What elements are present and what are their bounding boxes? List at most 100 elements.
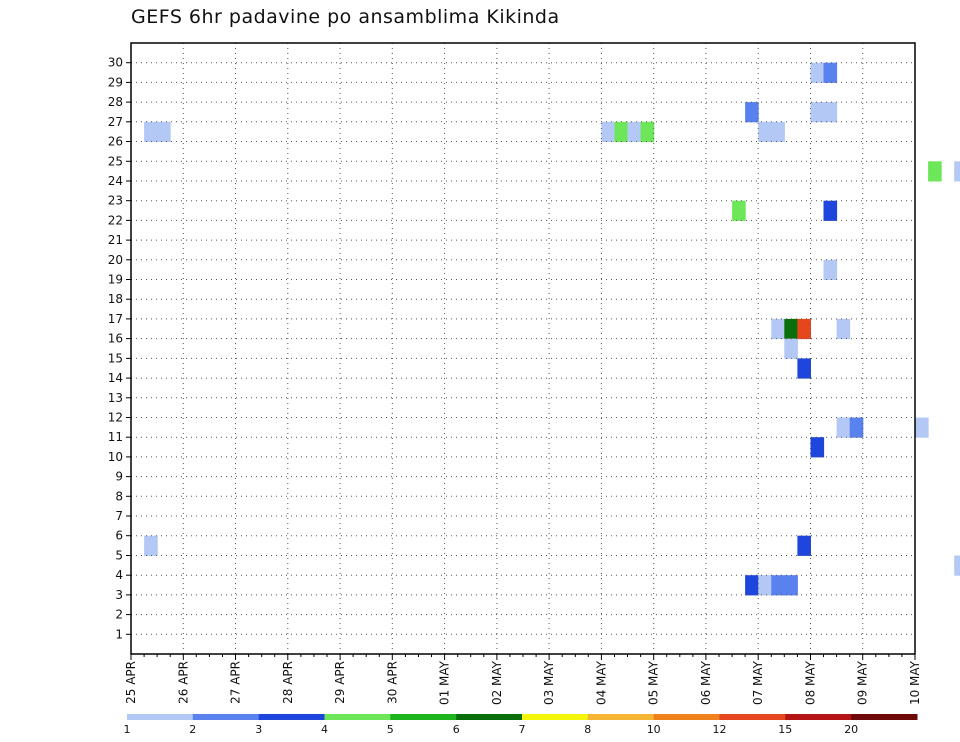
x-tick-label: 04 MAY xyxy=(594,660,608,705)
colorbar-swatch xyxy=(587,714,655,720)
colorbar-label: 1 xyxy=(124,723,131,736)
y-tick-label: 15 xyxy=(108,351,123,365)
heatmap-cell xyxy=(732,200,746,221)
chart-title: GEFS 6hr padavine po ansamblima Kikinda xyxy=(131,6,560,28)
heatmap-cell xyxy=(823,259,838,280)
heatmap-cell xyxy=(810,437,825,458)
heatmap-cell xyxy=(144,121,158,142)
heatmap-cell xyxy=(823,200,838,221)
heatmap-cell xyxy=(771,575,785,596)
colorbar-swatch xyxy=(324,714,391,720)
y-tick-label: 16 xyxy=(108,332,123,346)
y-tick-label: 14 xyxy=(108,371,123,385)
heatmap-cell xyxy=(797,358,811,379)
colorbar-label: 7 xyxy=(519,723,526,736)
colorbar-label: 4 xyxy=(321,723,328,736)
x-tick-label: 02 MAY xyxy=(490,660,504,705)
y-tick-label: 26 xyxy=(108,135,123,149)
heatmap-cell xyxy=(954,161,960,182)
colorbar-swatch xyxy=(785,714,852,720)
colorbar-swatch xyxy=(192,714,260,720)
heatmap-cell xyxy=(784,318,798,340)
colorbar-label: 2 xyxy=(189,723,196,736)
x-tick-label: 05 MAY xyxy=(647,660,661,705)
heatmap-cell xyxy=(784,338,798,359)
colorbar-swatch xyxy=(258,714,325,720)
colorbar-swatch xyxy=(719,714,786,720)
x-tick-label: 30 APR xyxy=(385,661,399,704)
heatmap-cell xyxy=(823,62,838,83)
heatmap-cell xyxy=(157,121,171,142)
y-tick-label: 7 xyxy=(115,509,123,523)
y-tick-label: 13 xyxy=(108,391,123,405)
colorbar-swatch xyxy=(456,714,523,720)
colorbar-label: 15 xyxy=(778,723,792,736)
heatmap-cell xyxy=(836,417,851,438)
y-tick-label: 22 xyxy=(108,213,123,227)
x-tick-label: 06 MAY xyxy=(699,660,713,705)
heatmap-cell xyxy=(758,121,772,142)
y-tick-label: 5 xyxy=(115,549,123,563)
heatmap-cell xyxy=(797,535,811,556)
colorbar-label: 6 xyxy=(453,723,460,736)
x-tick-label: 10 MAY xyxy=(908,660,922,705)
y-tick-label: 18 xyxy=(108,292,123,306)
colorbar-label: 20 xyxy=(844,723,858,736)
colorbar-swatch xyxy=(522,714,589,720)
x-tick-label: 01 MAY xyxy=(438,660,452,705)
y-tick-label: 29 xyxy=(108,75,123,89)
y-tick-label: 1 xyxy=(115,627,123,641)
heatmap-cell xyxy=(928,161,942,182)
colorbar-swatch xyxy=(390,714,457,720)
heatmap-cell xyxy=(810,102,825,123)
x-tick-label: 03 MAY xyxy=(542,660,556,705)
colorbar-swatch xyxy=(851,714,918,720)
plot-frame xyxy=(130,42,916,655)
heatmap-cell xyxy=(954,555,960,576)
heatmap-cell xyxy=(601,121,615,142)
y-tick-label: 21 xyxy=(108,233,123,247)
x-tick-label: 29 APR xyxy=(333,661,347,704)
y-tick-label: 11 xyxy=(108,430,123,444)
x-tick-label: 09 MAY xyxy=(856,660,870,705)
y-tick-label: 9 xyxy=(115,470,123,484)
x-tick-label: 07 MAY xyxy=(751,660,765,705)
colorbar-swatch xyxy=(653,714,720,720)
y-tick-label: 30 xyxy=(108,56,123,70)
y-tick-label: 17 xyxy=(108,312,123,326)
y-tick-label: 12 xyxy=(108,411,123,425)
heatmap-cell xyxy=(810,62,825,83)
y-tick-label: 3 xyxy=(115,588,123,602)
heatmap-cell xyxy=(144,535,158,556)
y-tick-label: 28 xyxy=(108,95,123,109)
heatmap-cell xyxy=(758,575,772,596)
heatmap-cell xyxy=(627,121,642,142)
colorbar-swatch xyxy=(127,714,194,720)
y-tick-label: 2 xyxy=(115,608,123,622)
colorbar-label: 12 xyxy=(713,723,727,736)
y-tick-label: 20 xyxy=(108,253,123,267)
x-tick-label: 26 APR xyxy=(176,661,190,704)
x-tick-label: 27 APR xyxy=(229,661,243,704)
colorbar-label: 10 xyxy=(647,723,661,736)
heatmap-cell xyxy=(745,102,759,123)
heatmap-cell xyxy=(915,417,929,438)
heatmap-cell xyxy=(745,575,759,596)
heatmap-cell xyxy=(771,318,785,340)
colorbar-label: 8 xyxy=(584,723,591,736)
x-tick-label: 08 MAY xyxy=(804,660,818,705)
heatmap-cell xyxy=(771,121,785,142)
y-tick-label: 10 xyxy=(108,450,123,464)
y-tick-label: 8 xyxy=(115,489,123,503)
y-tick-label: 19 xyxy=(108,273,123,287)
y-tick-label: 6 xyxy=(115,529,123,543)
x-tick-label: 25 APR xyxy=(124,661,138,704)
colorbar-label: 5 xyxy=(387,723,394,736)
heatmap-cell xyxy=(784,575,798,596)
heatmap-cell xyxy=(849,417,864,438)
y-tick-label: 25 xyxy=(108,154,123,168)
heatmap-cell xyxy=(640,121,655,142)
colorbar-label: 3 xyxy=(255,723,262,736)
